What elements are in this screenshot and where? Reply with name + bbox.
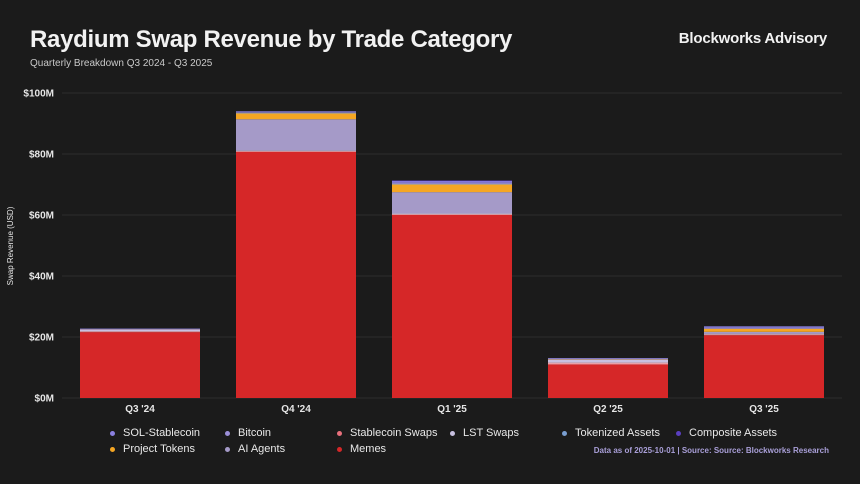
legend-label: Bitcoin <box>238 427 272 439</box>
legend-dot-icon <box>450 430 455 436</box>
legend-label: LST Swaps <box>463 427 520 439</box>
x-tick-label: Q4 '24 <box>281 404 311 415</box>
bar-segment-ai-agents[interactable] <box>392 192 512 214</box>
bar-stack <box>80 328 200 398</box>
bar-segment-stablecoin-swaps[interactable] <box>704 334 824 336</box>
bar-segment-sol-stablecoin[interactable] <box>704 326 824 328</box>
legend-item[interactable]: SOL-Stablecoin <box>110 426 225 440</box>
y-axis-label: Swap Revenue (USD) <box>6 206 15 285</box>
legend-dot-icon <box>337 430 342 436</box>
bar-segment-ai-agents[interactable] <box>236 119 356 151</box>
legend-dot-icon <box>337 446 342 452</box>
bar-segment-bitcoin[interactable] <box>392 182 512 184</box>
bar-segment-sol-stablecoin[interactable] <box>392 180 512 183</box>
bar-segment-ai-agents[interactable] <box>704 331 824 334</box>
x-tick-label: Q1 '25 <box>437 404 467 415</box>
x-tick-label: Q2 '25 <box>593 404 623 415</box>
y-tick-label: $0M <box>35 394 54 405</box>
bar-segment-memes[interactable] <box>80 332 200 398</box>
legend-label: Memes <box>350 443 387 455</box>
bar-segment-tokenized-assets[interactable] <box>392 183 512 185</box>
bar-segment-sol-stablecoin[interactable] <box>236 111 356 113</box>
bar-segment-sol-stablecoin[interactable] <box>80 328 200 330</box>
bar-stack <box>392 180 512 398</box>
brand-logo-text: Blockworks Advisory <box>678 30 827 47</box>
legend-item[interactable]: Bitcoin <box>225 426 337 440</box>
legend-label: Stablecoin Swaps <box>350 427 438 439</box>
y-tick-label: $40M <box>29 272 54 283</box>
bar-segment-bitcoin[interactable] <box>236 112 356 113</box>
legend-item[interactable]: Project Tokens <box>110 442 225 456</box>
legend-item[interactable]: Memes <box>337 442 450 456</box>
bar-segment-tokenized-assets[interactable] <box>236 112 356 114</box>
legend-item[interactable]: Composite Assets <box>676 426 796 440</box>
bar-segment-stablecoin-swaps[interactable] <box>392 214 512 215</box>
bar-segment-lst-swaps[interactable] <box>704 333 824 335</box>
legend-dot-icon <box>676 430 681 436</box>
bar-segment-sol-stablecoin[interactable] <box>548 358 668 359</box>
legend-dot-icon <box>562 430 567 436</box>
bar-stack <box>704 326 824 398</box>
legend-dot-icon <box>110 430 115 436</box>
bar-stack <box>236 111 356 398</box>
legend-label: AI Agents <box>238 443 286 455</box>
bar-segment-project-tokens[interactable] <box>548 358 668 360</box>
y-axis-ticks: $0M $20M $40M $60M $80M $100M <box>23 89 54 405</box>
legend-item[interactable]: AI Agents <box>225 442 337 456</box>
x-tick-label: Q3 '25 <box>749 404 779 415</box>
bar-segment-memes[interactable] <box>236 151 356 398</box>
y-tick-label: $80M <box>29 150 54 161</box>
bar-segment-lst-swaps[interactable] <box>236 150 356 151</box>
y-tick-label: $60M <box>29 211 54 222</box>
legend-label: Tokenized Assets <box>575 427 660 439</box>
legend-label: SOL-Stablecoin <box>123 427 201 439</box>
bar-segment-memes[interactable] <box>704 335 824 398</box>
legend-dot-icon <box>225 430 230 436</box>
x-axis-ticks: Q3 '24 Q4 '24 Q1 '25 Q2 '25 Q3 '25 <box>125 404 779 415</box>
bar-segment-stablecoin-swaps[interactable] <box>236 150 356 152</box>
y-tick-label: $100M <box>23 89 54 100</box>
legend-label: Composite Assets <box>689 427 778 439</box>
chart-subtitle: Quarterly Breakdown Q3 2024 - Q3 2025 <box>30 58 213 69</box>
bar-segment-project-tokens[interactable] <box>236 113 356 120</box>
bar-segment-lst-swaps[interactable] <box>392 213 512 215</box>
bar-segment-bitcoin[interactable] <box>704 327 824 329</box>
bar-segment-ai-agents[interactable] <box>80 329 200 330</box>
bars <box>80 111 824 398</box>
bar-segment-lst-swaps[interactable] <box>80 329 200 332</box>
bar-segment-composite-assets[interactable] <box>392 180 512 182</box>
bar-segment-lst-swaps[interactable] <box>548 359 668 363</box>
stacked-bar-chart: $0M $20M $40M $60M $80M $100M Swap Revenue (U… <box>6 89 842 415</box>
bar-segment-stablecoin-swaps[interactable] <box>80 331 200 333</box>
bar-segment-project-tokens[interactable] <box>392 184 512 193</box>
legend-item[interactable]: Stablecoin Swaps <box>337 426 450 440</box>
bar-segment-bitcoin[interactable] <box>548 358 668 360</box>
bar-segment-project-tokens[interactable] <box>704 328 824 332</box>
legend-dot-icon <box>110 446 115 452</box>
bar-segment-bitcoin[interactable] <box>80 328 200 330</box>
chart-legend: SOL-Stablecoin Bitcoin Stablecoin Swaps LST… <box>110 426 796 456</box>
bar-segment-ai-agents[interactable] <box>548 359 668 360</box>
legend-label: Project Tokens <box>123 443 195 455</box>
bar-segment-memes[interactable] <box>392 215 512 398</box>
legend-item[interactable]: Tokenized Assets <box>562 426 676 440</box>
bar-stack <box>548 358 668 398</box>
bar-segment-memes[interactable] <box>548 364 668 398</box>
x-tick-label: Q3 '24 <box>125 404 155 415</box>
bar-segment-stablecoin-swaps[interactable] <box>548 362 668 365</box>
legend-item[interactable]: LST Swaps <box>450 426 562 440</box>
y-tick-label: $20M <box>29 333 54 344</box>
chart-title: Raydium Swap Revenue by Trade Category <box>30 26 513 53</box>
source-footnote: Data as of 2025-10-01 | Source: Source: … <box>593 446 829 455</box>
legend-dot-icon <box>225 446 230 452</box>
